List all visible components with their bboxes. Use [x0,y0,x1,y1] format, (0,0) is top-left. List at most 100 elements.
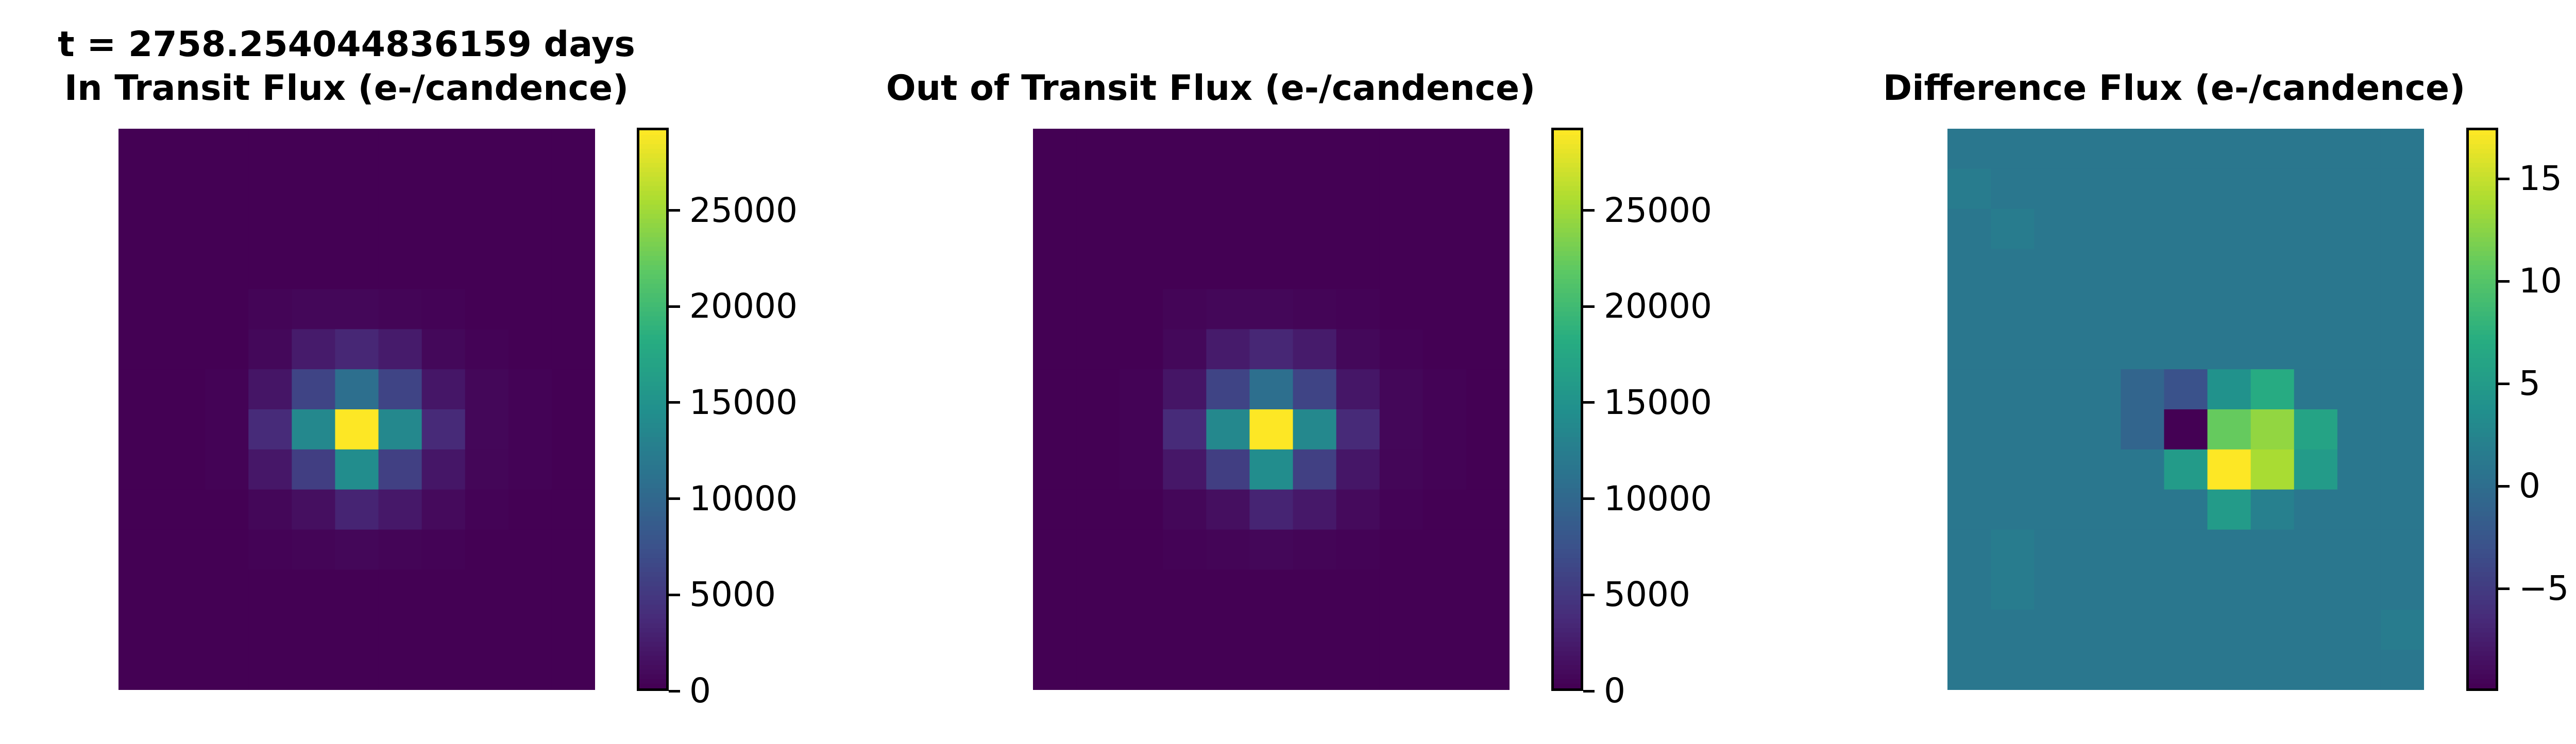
out-of-transit-colorbar-tick-label: 10000 [1604,478,1712,518]
in-transit-colorbar-band [639,577,666,582]
out-of-transit-colorbar-tick-mark [1583,401,1595,404]
in-transit-colorbar-band [639,321,666,326]
difference-colorbar-band [2469,218,2496,224]
in-transit-heatmap-svg [118,129,595,690]
in-transit-pixel-cell [551,569,595,611]
difference-colorbar-band [2469,214,2496,219]
out-of-transit-colorbar-band [1554,232,1581,238]
in-transit-colorbar-band [639,218,666,224]
difference-colorbar-band [2469,255,2496,261]
difference-pixel-cell [2380,449,2424,490]
difference-colorbar-band [2469,414,2496,420]
out-of-transit-colorbar-band [1554,567,1581,573]
in-transit-pixel-cell [162,449,206,490]
difference-pixel-cell [2164,249,2208,290]
out-of-transit-pixel-cell [1076,209,1120,250]
in-transit-colorbar-tick-mark [669,497,680,500]
difference-colorbar-band [2469,390,2496,396]
difference-pixel-cell [2077,610,2122,650]
difference-colorbar-band [2469,209,2496,215]
out-of-transit-pixel-cell [1422,489,1467,530]
in-transit-pixel-cell [292,610,336,650]
difference-pixel-cell [2121,129,2165,169]
difference-colorbar-band [2469,549,2496,555]
out-of-transit-pixel-cell [1379,289,1423,330]
in-transit-pixel-cell [248,650,293,690]
difference-pixel-cell [2121,529,2165,570]
in-transit-colorbar-band [639,330,666,336]
difference-colorbar-tick-label: 5 [2519,364,2540,404]
in-transit-pixel-cell [335,168,379,210]
difference-pixel-cell [2250,449,2295,490]
in-transit-colorbar-band [639,497,666,503]
difference-pixel-cell [2034,369,2078,410]
difference-pixel-cell [2077,449,2122,490]
difference-colorbar-band [2469,665,2496,670]
out-of-transit-colorbar-band [1554,428,1581,434]
out-of-transit-pixel-cell [1120,129,1164,169]
out-of-transit-pixel-cell [1336,129,1380,169]
difference-colorbar-band [2469,572,2496,578]
difference-pixel-cell [2250,650,2295,690]
in-transit-colorbar-band [639,223,666,229]
out-of-transit-pixel-cell [1120,569,1164,611]
out-of-transit-pixel-cell [1379,569,1423,611]
in-transit-pixel-cell [205,369,249,410]
in-transit-colorbar-band [639,228,666,233]
difference-pixel-cell [1991,168,2035,210]
out-of-transit-pixel-cell [1206,129,1250,169]
out-of-transit-pixel-cell [1466,449,1510,490]
difference-pixel-cell [2294,249,2338,290]
difference-colorbar-band [2469,637,2496,643]
out-of-transit-pixel-cell [1466,209,1510,250]
out-of-transit-pixel-cell [1249,329,1294,370]
in-transit-colorbar-band [639,390,666,396]
out-of-transit-colorbar-band [1554,395,1581,401]
difference-pixel-cell [2121,449,2165,490]
in-transit-pixel-cell [162,129,206,169]
out-of-transit-colorbar-band [1554,502,1581,508]
out-of-transit-pixel-cell [1422,209,1467,250]
out-of-transit-pixel-cell [1206,569,1250,611]
out-of-transit-colorbar-band [1554,628,1581,633]
in-transit-colorbar-band [639,279,666,285]
out-of-transit-colorbar-band [1554,404,1581,410]
difference-pixel-cell [2380,369,2424,410]
out-of-transit-colorbar-band [1554,511,1581,517]
out-of-transit-colorbar-band [1554,646,1581,652]
difference-pixel-cell [1991,249,2035,290]
in-transit-colorbar-band [639,335,666,340]
out-of-transit-colorbar-band [1554,423,1581,429]
difference-pixel-cell [2164,650,2208,690]
in-transit-colorbar-band [639,600,666,605]
in-transit-colorbar-band [639,353,666,359]
out-of-transit-colorbar-band [1554,163,1581,168]
difference-colorbar-band [2469,539,2496,545]
out-of-transit-colorbar-band [1554,298,1581,303]
difference-pixel-cell [2294,650,2338,690]
in-transit-pixel-cell [292,489,336,530]
out-of-transit-pixel-cell [1076,650,1120,690]
difference-colorbar-band [2469,479,2496,485]
difference-colorbar-band [2469,428,2496,434]
out-of-transit-colorbar-band [1554,246,1581,252]
out-of-transit-colorbar-band [1554,483,1581,489]
out-of-transit-pixel-cell [1466,650,1510,690]
in-transit-pixel-cell [378,529,422,570]
difference-colorbar-band [2469,298,2496,303]
in-transit-colorbar-band [639,651,666,656]
difference-colorbar-band [2469,465,2496,471]
difference-pixel-cell [2034,249,2078,290]
out-of-transit-pixel-cell [1293,449,1337,490]
difference-pixel-cell [1991,369,2035,410]
out-of-transit-pixel-cell [1422,168,1467,210]
out-of-transit-colorbar-tick-label: 20000 [1604,286,1712,326]
difference-colorbar-band [2469,502,2496,508]
difference-pixel-cell [2380,249,2424,290]
in-transit-pixel-cell [205,449,249,490]
in-transit-pixel-cell [162,249,206,290]
difference-pixel-cell [2337,168,2381,210]
out-of-transit-colorbar-band [1554,181,1581,187]
in-transit-colorbar-band [639,367,666,373]
out-of-transit-colorbar-band [1554,362,1581,368]
